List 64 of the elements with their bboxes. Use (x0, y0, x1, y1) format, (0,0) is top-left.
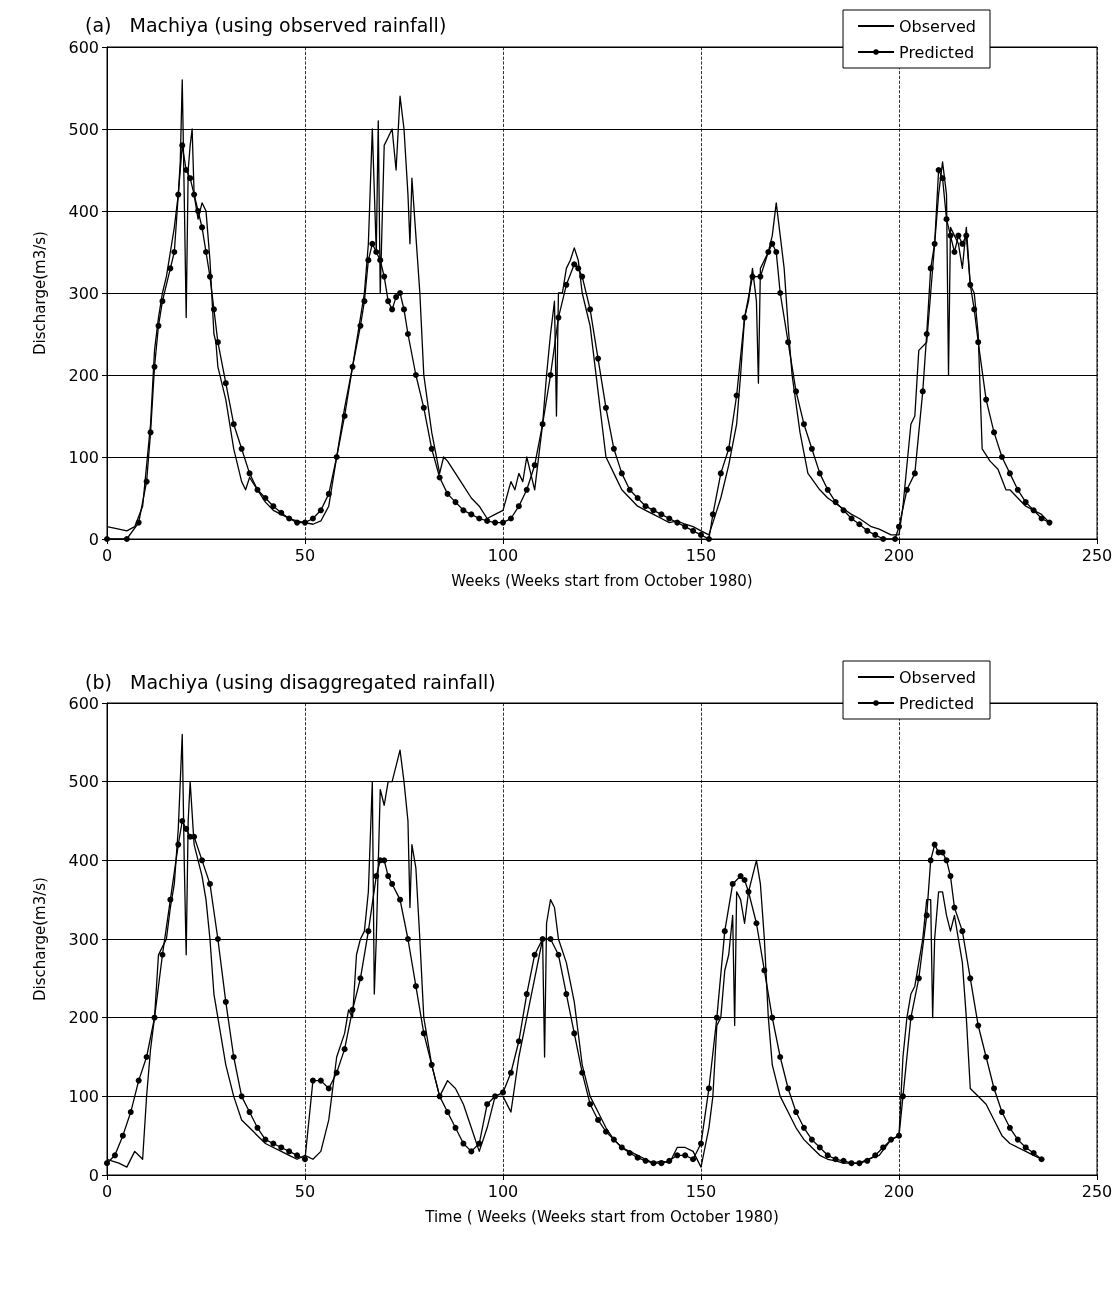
point (618, 1144, 625, 1151)
point (1030, 507, 1037, 514)
point (349, 363, 356, 370)
legend-label: Observed (899, 16, 977, 36)
legend-label: Predicted (899, 693, 975, 713)
point (650, 1160, 657, 1167)
x-tick-label: 0 (101, 545, 113, 565)
x-axis-title: Weeks (Weeks start from October 1980) (451, 571, 753, 590)
chart-title: (a) Machiya (using observed rainfall) (85, 13, 447, 36)
point (745, 888, 752, 895)
y-axis-title: Discharge(m3/s) (30, 877, 49, 1001)
point (848, 1160, 855, 1167)
y-tick-label: 300 (68, 283, 99, 303)
y-axis-title: Discharge(m3/s) (30, 231, 49, 355)
point (765, 249, 772, 255)
chart-title: (b) Machiya (using disaggregated rainfall) (85, 670, 496, 693)
y-tick-label: 100 (68, 1086, 99, 1106)
y-tick-label: 300 (68, 929, 99, 949)
point (286, 515, 293, 522)
point (610, 1136, 617, 1143)
point (492, 1093, 499, 1100)
point (539, 936, 546, 942)
point (333, 454, 340, 460)
x-tick-label: 250 (1081, 545, 1113, 565)
point (373, 249, 380, 255)
x-tick-label: 150 (685, 1181, 717, 1201)
point (436, 1093, 443, 1100)
y-tick-label: 400 (68, 850, 99, 870)
x-tick-label: 100 (487, 1181, 519, 1201)
point (967, 281, 974, 288)
y-tick-label: 600 (68, 37, 99, 57)
y-tick-label: 500 (68, 119, 99, 139)
x-tick-label: 250 (1081, 1181, 1113, 1201)
x-tick-label: 200 (883, 1181, 915, 1201)
point (191, 191, 198, 198)
y-tick-label: 0 (88, 529, 99, 549)
y-tick-label: 200 (68, 365, 99, 385)
point (1046, 519, 1053, 526)
point (428, 1061, 435, 1068)
point (741, 314, 748, 321)
x-tick-label: 200 (883, 545, 915, 565)
point (302, 519, 308, 526)
x-tick-label: 150 (685, 545, 717, 565)
y-tick-label: 100 (68, 447, 99, 467)
legend-label: Observed (899, 667, 977, 687)
y-tick-label: 0 (88, 1165, 99, 1185)
x-tick-label: 0 (101, 1181, 113, 1201)
point (896, 1132, 902, 1139)
point (856, 1160, 863, 1167)
point (1038, 1156, 1045, 1163)
point (931, 240, 938, 247)
x-tick-label: 50 (294, 1181, 316, 1201)
y-tick-label: 600 (68, 693, 99, 713)
y-tick-label: 200 (68, 1008, 99, 1028)
x-tick-label: 100 (487, 545, 519, 565)
x-axis-title: Time ( Weeks (Weeks start from October 1980) (424, 1207, 779, 1226)
point (888, 1136, 895, 1143)
point (539, 421, 546, 428)
point (175, 191, 182, 198)
y-tick-label: 400 (68, 201, 99, 221)
point (254, 486, 261, 493)
y-tick-label: 500 (68, 772, 99, 792)
x-tick-label: 50 (294, 545, 316, 565)
legend-label: Predicted (899, 42, 975, 62)
